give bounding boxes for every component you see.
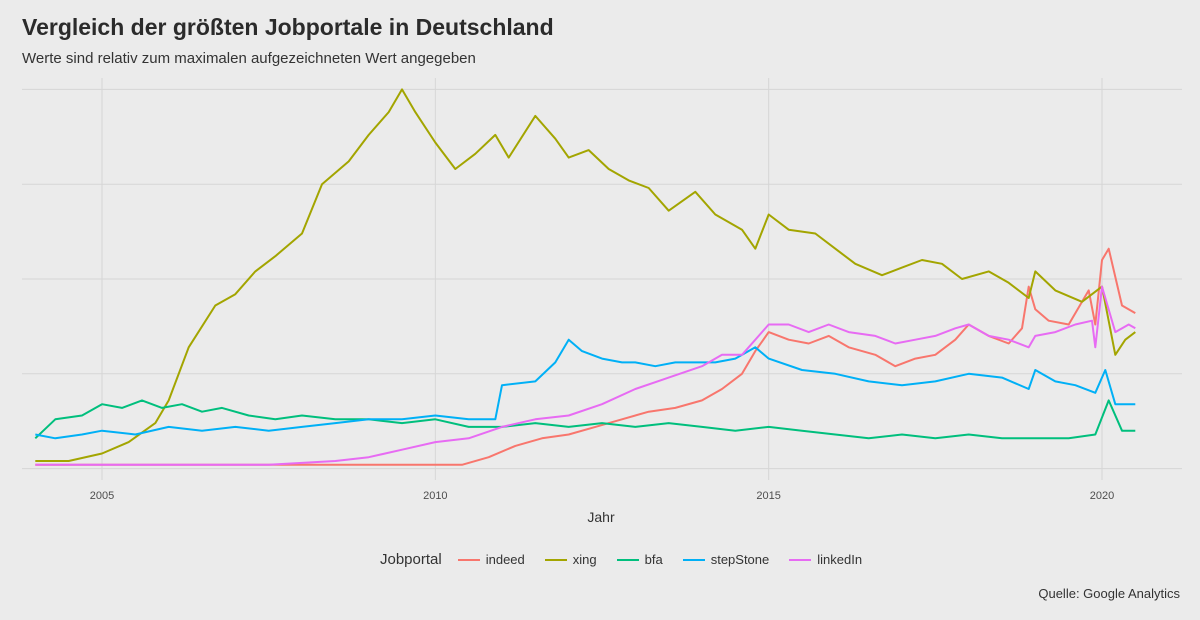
series-line-linkedin [35, 285, 1136, 466]
x-axis-ticks: 2005 2010 2015 2020 [90, 490, 1114, 502]
x-tick-label: 2010 [423, 490, 447, 502]
legend-item-bfa: bfa [616, 552, 663, 567]
series-line-indeed [35, 247, 1136, 466]
x-axis-title: Jahr [587, 509, 615, 525]
legend: Jobportal indeed xing bfa stepStone link… [380, 551, 872, 568]
series-lines [34, 88, 1136, 466]
x-tick-label: 2005 [90, 490, 114, 502]
legend-label-xing: xing [572, 552, 597, 567]
legend-item-xing: xing [544, 552, 597, 567]
chart-subtitle: Werte sind relativ zum maximalen aufgeze… [22, 50, 476, 67]
chart-title: Vergleich der größten Jobportale in Deut… [22, 14, 554, 40]
legend-item-stepstone: stepStone [682, 552, 770, 567]
series-line-xing [35, 88, 1136, 462]
legend-label-indeed: indeed [485, 552, 525, 567]
legend-label-bfa: bfa [644, 552, 663, 567]
source-caption: Quelle: Google Analytics [1038, 586, 1180, 601]
legend-label-linkedin: linkedIn [817, 552, 863, 567]
gridlines [22, 78, 1182, 480]
legend-key-stepstone [682, 558, 705, 561]
legend-key-indeed [457, 558, 480, 561]
legend-item-linkedin: linkedIn [789, 552, 862, 567]
legend-key-xing [544, 558, 567, 561]
series-line-bfa [34, 399, 1136, 440]
x-tick-label: 2015 [756, 490, 780, 502]
legend-label-stepstone: stepStone [710, 552, 770, 567]
legend-key-linkedin [789, 558, 812, 561]
legend-key-bfa [616, 558, 639, 561]
x-tick-label: 2020 [1090, 490, 1114, 502]
legend-item-indeed: indeed [457, 552, 525, 567]
series-line-stepstone [35, 338, 1136, 440]
legend-title: Jobportal [380, 551, 442, 568]
